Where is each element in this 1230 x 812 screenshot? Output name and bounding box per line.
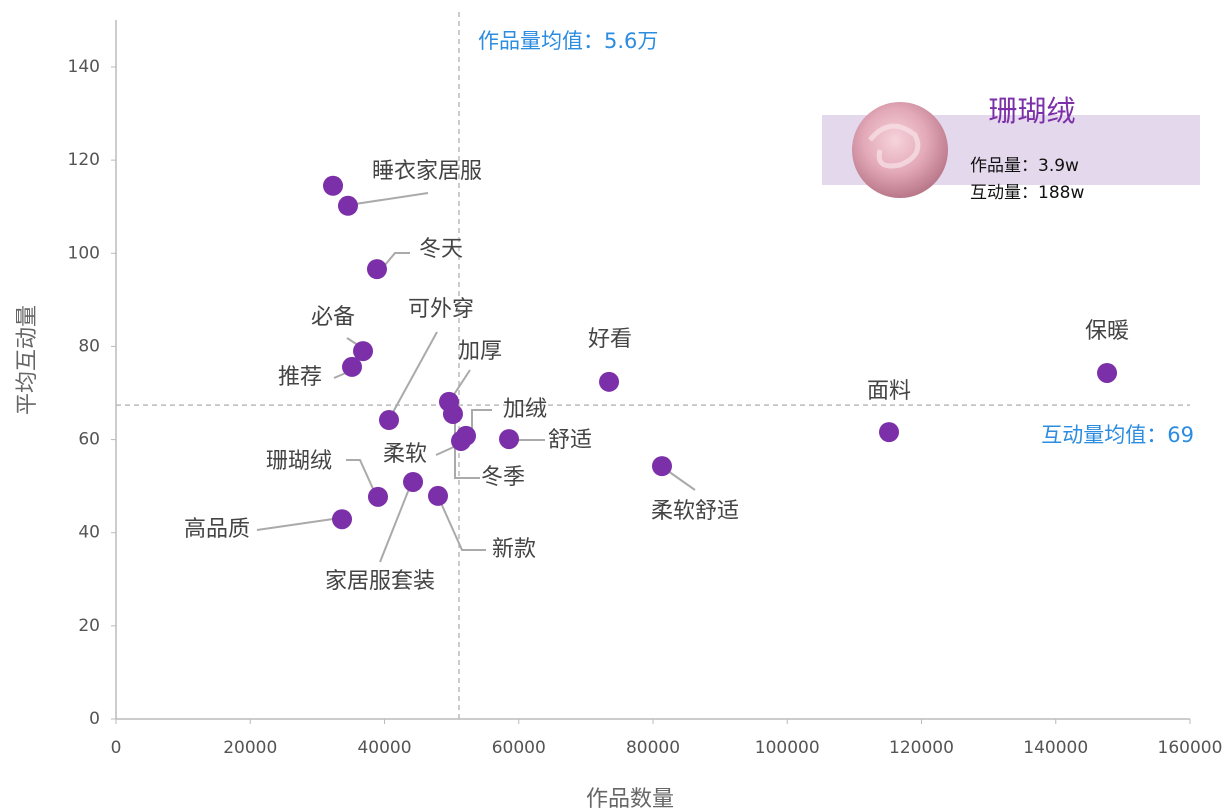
point-label: 冬季	[481, 465, 525, 490]
point-label: 推荐	[278, 365, 322, 390]
leader-line	[256, 518, 334, 531]
y-reference-label: 互动量均值：69	[1041, 423, 1194, 447]
x-tick-label: 40000	[357, 738, 411, 758]
leader-line	[346, 459, 375, 492]
point-label: 面料	[867, 379, 911, 404]
point	[332, 509, 353, 530]
point-label: 高品质	[184, 517, 250, 542]
point-label: 家居服套装	[325, 569, 435, 594]
point-label: 必备	[311, 305, 355, 330]
x-reference-label: 作品量均值：5.6万	[478, 29, 658, 53]
leader-line	[354, 192, 429, 205]
y-tick-label: 60	[78, 430, 100, 450]
point-label: 保暖	[1085, 319, 1129, 344]
callout-image-detail	[868, 123, 921, 169]
point	[403, 471, 424, 492]
point	[366, 259, 387, 280]
point-label: 睡衣家居服	[372, 159, 482, 184]
y-tick-label: 40	[78, 523, 100, 543]
point	[442, 403, 463, 424]
leader-line	[391, 331, 438, 415]
point	[499, 429, 520, 450]
y-tick-label: 0	[89, 709, 100, 729]
point-label: 舒适	[548, 428, 592, 453]
point	[1097, 362, 1118, 383]
callout-title: 珊瑚绒	[988, 94, 1075, 128]
x-tick-label: 100000	[755, 738, 820, 758]
point-label: 冬天	[419, 237, 463, 262]
point	[599, 371, 620, 392]
y-tick-label: 120	[68, 150, 100, 170]
point-label: 珊瑚绒	[266, 449, 332, 474]
point	[651, 456, 672, 477]
callout-image	[852, 102, 948, 198]
point	[427, 485, 448, 506]
point-label: 新款	[492, 537, 536, 562]
x-axis-title: 作品数量	[586, 787, 674, 812]
x-tick-label: 140000	[1023, 738, 1088, 758]
x-tick-label: 0	[111, 738, 122, 758]
x-tick-label: 20000	[223, 738, 277, 758]
leader-line	[379, 488, 410, 563]
leader-line	[471, 409, 492, 430]
point	[451, 430, 472, 451]
leader-line	[435, 445, 457, 456]
point-label: 柔软	[383, 442, 427, 467]
callout-line: 互动量：188w	[970, 183, 1084, 203]
point-label: 加绒	[503, 397, 547, 422]
point-label: 加厚	[458, 339, 502, 364]
point	[879, 422, 900, 443]
point-label: 可外穿	[408, 297, 474, 322]
y-tick-label: 100	[68, 243, 100, 263]
point	[378, 410, 399, 431]
point	[337, 195, 358, 216]
y-axis-title: 平均互动量	[15, 305, 40, 415]
point-label: 好看	[588, 327, 632, 352]
point	[353, 341, 374, 362]
point	[367, 486, 388, 507]
point	[342, 356, 363, 377]
point-label: 柔软舒适	[651, 499, 739, 524]
x-tick-label: 60000	[492, 738, 546, 758]
point	[323, 175, 344, 196]
x-tick-label: 80000	[626, 738, 680, 758]
x-tick-label: 160000	[1158, 738, 1223, 758]
y-tick-label: 20	[78, 616, 100, 636]
y-tick-label: 80	[78, 336, 100, 356]
callout-line: 作品量：3.9w	[970, 156, 1079, 176]
leader-line	[667, 470, 696, 491]
x-tick-label: 120000	[889, 738, 954, 758]
leader-line	[452, 369, 471, 397]
y-tick-label: 140	[68, 57, 100, 77]
leader-line	[440, 502, 486, 551]
leader-line	[384, 252, 410, 266]
